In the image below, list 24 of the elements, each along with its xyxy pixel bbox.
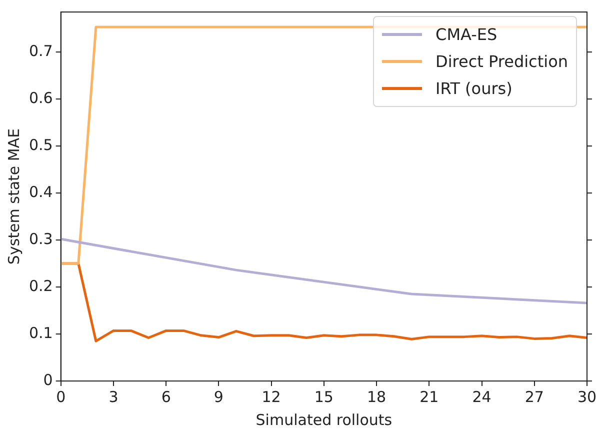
legend-label: Direct Prediction xyxy=(436,52,568,71)
y-tick-label: 0.2 xyxy=(28,276,53,295)
legend-label: IRT (ours) xyxy=(436,79,512,98)
y-tick-label: 0.3 xyxy=(28,230,53,248)
x-tick-label: 15 xyxy=(314,388,334,406)
x-tick-label: 0 xyxy=(56,388,66,406)
y-tick-label: 0.1 xyxy=(28,324,53,342)
y-tick-label: 0.4 xyxy=(28,182,53,201)
x-tick-label: 30 xyxy=(577,388,597,406)
y-tick-label: 0.7 xyxy=(28,42,53,60)
x-tick-label: 3 xyxy=(108,388,118,406)
x-tick-label: 27 xyxy=(524,388,544,406)
x-tick-label: 18 xyxy=(366,388,386,406)
x-tick-label: 9 xyxy=(214,388,224,406)
x-axis-title: Simulated rollouts xyxy=(256,410,392,429)
y-tick-label: 0.5 xyxy=(28,136,53,154)
x-tick-label: 6 xyxy=(161,388,171,406)
y-tick-label: 0.6 xyxy=(28,88,53,107)
x-tick-label: 21 xyxy=(420,388,439,406)
legend-label: CMA-ES xyxy=(436,25,498,44)
x-tick-label: 12 xyxy=(262,388,281,406)
y-axis-title: System state MAE xyxy=(4,128,23,265)
x-tick-label: 24 xyxy=(472,388,492,406)
y-tick-label: 0 xyxy=(43,370,53,389)
